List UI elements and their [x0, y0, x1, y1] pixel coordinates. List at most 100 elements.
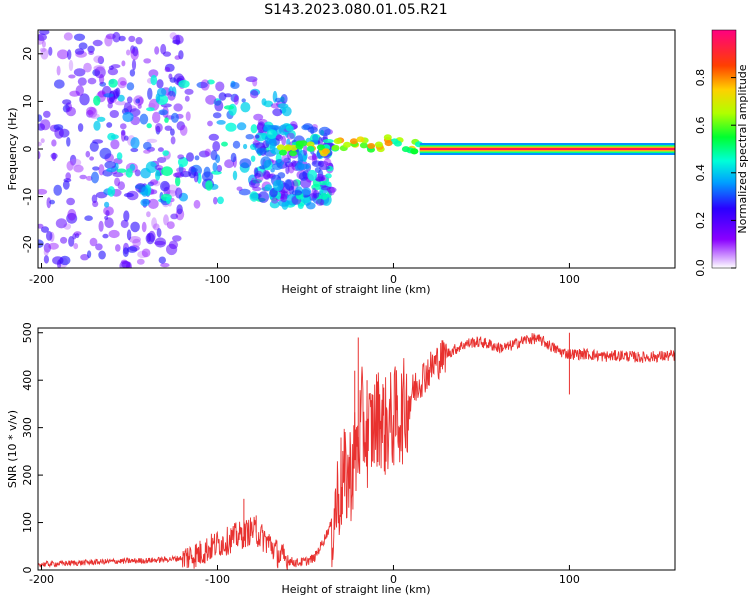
spectrogram-ridge-blob [393, 140, 402, 147]
spectrogram-blob [253, 167, 259, 177]
spectrogram-blob [93, 120, 101, 131]
spectrogram-blob [236, 186, 243, 191]
spectrogram-blob [303, 144, 308, 156]
spectrogram-blob [285, 165, 290, 175]
spectrogram-blob [130, 137, 140, 149]
spectrogram-blob [245, 134, 254, 140]
spectrogram-blob [175, 176, 181, 187]
spectrogram-blob [130, 147, 139, 153]
spectrogram-blob [97, 56, 105, 65]
spectrogram-blob [280, 94, 288, 104]
snr-y-label: SNR (10 * v/v) [6, 410, 19, 488]
spectrogram-blob [191, 167, 198, 173]
spectrogram-blob [272, 108, 283, 117]
spectrogram-blob [176, 167, 187, 173]
spectrogram-blob [92, 166, 100, 171]
spectrogram-blob [40, 119, 51, 131]
spectrogram-blob [170, 128, 175, 136]
spectrogram-blob [215, 81, 225, 92]
spectrogram-blob [314, 176, 325, 182]
spectrogram-blob [161, 166, 173, 177]
spectrogram-blob [176, 121, 185, 131]
spectrogram-blob [152, 111, 161, 124]
spectrogram-blob [167, 90, 176, 101]
spectrogram-blob [53, 79, 65, 89]
spectrogram-blob [122, 111, 134, 123]
spectrogram-blob [160, 180, 170, 192]
spectrogram-blob [68, 236, 75, 247]
spectrogram-blob [38, 33, 47, 41]
spectrogram-blob [130, 48, 139, 61]
spectrogram-blob [106, 167, 117, 173]
spectrogram-blob [317, 160, 329, 167]
spectrogram-blob [208, 133, 219, 141]
spectrogram-blob [311, 153, 317, 161]
spectrogram-blob [73, 33, 86, 41]
y-tick-label: 0 [21, 567, 34, 574]
spectrogram-blob [217, 196, 224, 205]
spectrogram-blob [38, 150, 41, 160]
spectrogram-blob [225, 122, 237, 132]
spectrogram-blob [143, 141, 152, 150]
spectrogram-blob [173, 103, 183, 112]
colorbar-tick-label: 0.0 [694, 259, 707, 277]
spectrogram-blob [96, 116, 106, 122]
spectrogram-blob [89, 113, 100, 119]
spectrogram-blob [212, 162, 218, 172]
spectrogram-blob [261, 98, 267, 106]
x-tick-label: -100 [205, 573, 230, 586]
spectrogram-blob [168, 73, 173, 80]
spectrogram-blob [103, 93, 114, 98]
spectrogram-blob [198, 150, 210, 158]
spectrogram-blob [135, 37, 143, 45]
spectrogram-blob [39, 47, 47, 53]
colorbar-gradient [711, 29, 737, 269]
colorbar-tick-label: 0.4 [694, 164, 707, 182]
spectrogram-blob [63, 32, 73, 41]
spectrogram-blob [255, 134, 260, 139]
spectrogram-blob [88, 107, 98, 118]
spectrogram-blob [177, 154, 185, 160]
spectrogram-blob [157, 147, 164, 152]
spectrogram-blob [250, 155, 256, 162]
spectrogram-blob [174, 55, 181, 60]
spectrogram-blob [114, 100, 127, 106]
spectrogram-blob [216, 120, 226, 125]
spectrogram-blob [245, 76, 258, 83]
spectrogram-blob [95, 243, 103, 251]
spectrogram-blob [91, 171, 99, 184]
spectrogram-blob [147, 87, 153, 100]
y-tick-label: -20 [21, 235, 34, 253]
spectrogram-blob [221, 141, 228, 147]
spectrogram-blob [213, 196, 218, 205]
spectrogram-blob [116, 152, 123, 160]
spectrogram-blob [315, 198, 325, 206]
spectrogram-x-ticks: -200 -100 0 100 [29, 263, 580, 286]
spectrogram-blob [126, 229, 132, 241]
spectrogram-blob [204, 148, 212, 157]
spectrogram-blob [178, 50, 184, 60]
spectrogram-blob [252, 140, 260, 146]
spectrogram-blob [210, 150, 218, 161]
spectrogram-blob [275, 134, 283, 142]
spectrogram-blob [224, 159, 235, 169]
spectrogram-blob [93, 95, 101, 106]
spectrogram-blob [69, 158, 82, 167]
spectrogram-blob [66, 212, 78, 224]
spectrogram-blob [178, 80, 190, 88]
spectrogram-blob [307, 169, 318, 181]
spectrogram-blob [106, 122, 113, 128]
spectrogram-blob [166, 196, 171, 204]
spectrogram-blob [269, 200, 280, 209]
spectrogram-blob [127, 246, 138, 253]
spectrogram-blob [156, 157, 167, 163]
spectrogram-blob [194, 155, 200, 161]
spectrogram-blob [174, 172, 182, 178]
spectrogram-blob [156, 228, 162, 238]
colorbar-tick-label: 0.6 [694, 116, 707, 134]
spectrogram-blob [134, 169, 141, 177]
spectrogram-ridge-blob [321, 148, 330, 155]
spectrogram-blob [77, 123, 84, 132]
spectrogram-blob [250, 124, 258, 134]
spectrogram-blob [307, 155, 319, 161]
